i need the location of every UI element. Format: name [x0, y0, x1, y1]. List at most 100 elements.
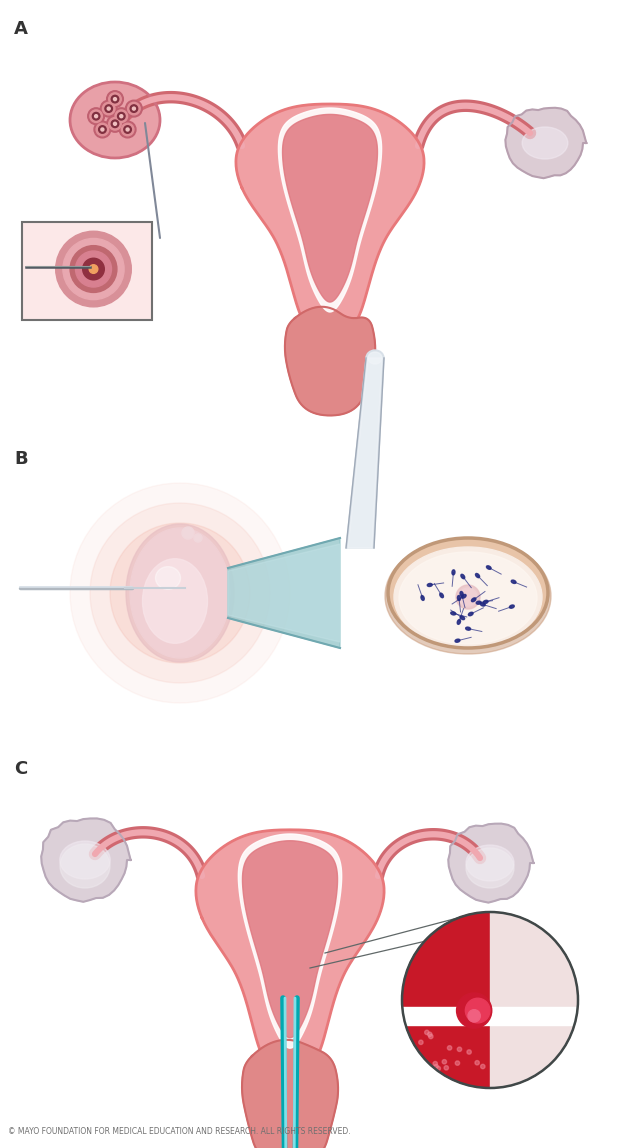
Polygon shape — [346, 358, 384, 548]
Ellipse shape — [366, 350, 384, 366]
Ellipse shape — [487, 566, 491, 569]
Circle shape — [455, 1061, 459, 1065]
Circle shape — [105, 104, 112, 113]
Circle shape — [182, 527, 194, 540]
Circle shape — [468, 1010, 480, 1022]
Circle shape — [110, 523, 250, 664]
Polygon shape — [228, 544, 340, 642]
Circle shape — [109, 117, 121, 130]
Polygon shape — [283, 115, 377, 302]
Ellipse shape — [522, 127, 568, 160]
Ellipse shape — [368, 352, 382, 364]
Ellipse shape — [385, 538, 551, 654]
Ellipse shape — [458, 596, 461, 600]
Ellipse shape — [451, 612, 456, 615]
Ellipse shape — [511, 580, 516, 583]
Ellipse shape — [421, 596, 424, 600]
Polygon shape — [236, 104, 424, 344]
Circle shape — [120, 115, 123, 118]
Circle shape — [90, 110, 102, 123]
Polygon shape — [285, 307, 375, 416]
Ellipse shape — [468, 612, 473, 615]
Ellipse shape — [126, 523, 234, 662]
Polygon shape — [448, 823, 533, 902]
Circle shape — [83, 258, 104, 280]
Circle shape — [126, 127, 129, 131]
Ellipse shape — [475, 574, 480, 577]
Circle shape — [88, 108, 104, 125]
Circle shape — [111, 95, 119, 103]
Text: © MAYO FOUNDATION FOR MEDICAL EDUCATION AND RESEARCH. ALL RIGHTS RESERVED.: © MAYO FOUNDATION FOR MEDICAL EDUCATION … — [8, 1127, 351, 1137]
Circle shape — [425, 1030, 429, 1034]
Ellipse shape — [440, 594, 444, 598]
Ellipse shape — [466, 848, 514, 889]
Circle shape — [107, 107, 110, 110]
Circle shape — [130, 104, 138, 113]
Ellipse shape — [60, 841, 110, 879]
Circle shape — [126, 100, 142, 117]
Ellipse shape — [471, 598, 476, 602]
Ellipse shape — [457, 620, 461, 625]
Ellipse shape — [388, 538, 548, 647]
Circle shape — [436, 1066, 441, 1071]
Ellipse shape — [394, 546, 542, 647]
Circle shape — [456, 993, 492, 1029]
Circle shape — [128, 102, 140, 115]
Ellipse shape — [460, 591, 463, 597]
Polygon shape — [242, 1040, 338, 1148]
Ellipse shape — [455, 639, 460, 642]
Ellipse shape — [155, 567, 181, 589]
Ellipse shape — [452, 569, 455, 575]
Circle shape — [434, 1064, 439, 1069]
Circle shape — [70, 246, 117, 293]
Circle shape — [124, 126, 131, 133]
Circle shape — [114, 123, 116, 125]
Polygon shape — [348, 358, 382, 548]
Circle shape — [107, 116, 123, 132]
Circle shape — [115, 110, 128, 123]
Circle shape — [111, 121, 119, 127]
Circle shape — [90, 503, 270, 683]
Ellipse shape — [460, 616, 465, 620]
Text: C: C — [14, 760, 27, 778]
Ellipse shape — [483, 600, 488, 604]
Circle shape — [102, 102, 115, 115]
Circle shape — [92, 113, 100, 119]
Ellipse shape — [466, 627, 471, 630]
Circle shape — [89, 265, 98, 273]
Ellipse shape — [427, 583, 432, 587]
Circle shape — [447, 1046, 452, 1050]
Circle shape — [109, 93, 121, 106]
Circle shape — [100, 100, 117, 117]
Polygon shape — [238, 833, 342, 1048]
Ellipse shape — [466, 845, 514, 881]
Ellipse shape — [399, 552, 537, 644]
Polygon shape — [506, 108, 586, 178]
Circle shape — [96, 123, 109, 135]
Ellipse shape — [477, 602, 481, 604]
Circle shape — [428, 1032, 432, 1037]
Circle shape — [75, 251, 111, 287]
Circle shape — [94, 122, 111, 138]
Circle shape — [132, 107, 135, 110]
Ellipse shape — [70, 82, 160, 158]
Circle shape — [418, 1040, 423, 1045]
Circle shape — [107, 91, 123, 108]
Circle shape — [459, 588, 477, 606]
Polygon shape — [228, 538, 340, 647]
Circle shape — [121, 123, 134, 135]
Ellipse shape — [509, 605, 514, 608]
Circle shape — [467, 1049, 471, 1054]
Circle shape — [458, 1047, 461, 1052]
Circle shape — [95, 115, 97, 118]
Polygon shape — [279, 108, 382, 312]
Ellipse shape — [461, 595, 466, 598]
Bar — [22, 222, 152, 320]
Polygon shape — [243, 840, 337, 1038]
Ellipse shape — [142, 559, 207, 643]
Circle shape — [402, 912, 578, 1088]
Circle shape — [428, 1034, 433, 1039]
Polygon shape — [490, 903, 586, 1096]
Circle shape — [433, 1062, 437, 1065]
Circle shape — [118, 113, 125, 119]
